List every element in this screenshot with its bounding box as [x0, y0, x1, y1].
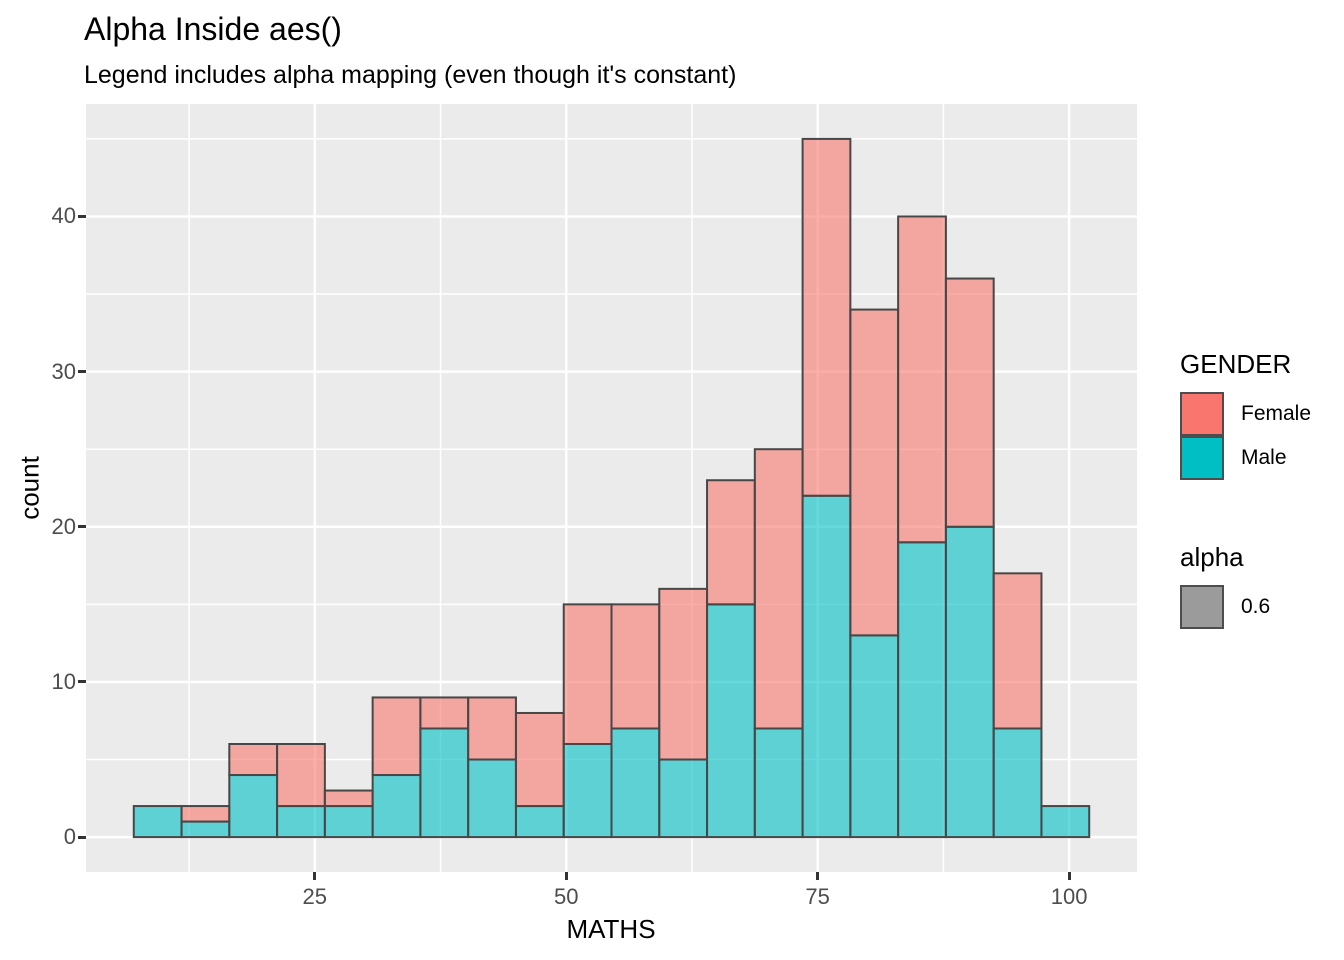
plot-subtitle: Legend includes alpha mapping (even thou…	[84, 61, 737, 89]
legend-alpha-title: alpha	[1180, 542, 1244, 572]
bar-female-segment	[276, 743, 326, 808]
x-axis-tick	[816, 872, 820, 880]
bar-male-segment	[753, 727, 804, 839]
bar-female-segment	[992, 572, 1043, 730]
y-axis-tick	[78, 525, 86, 529]
bar-female-segment	[514, 711, 565, 808]
alpha-swatch	[1180, 585, 1224, 629]
bar-male-segment	[658, 758, 709, 839]
y-axis-title: count	[14, 456, 45, 520]
x-axis-tick-label: 75	[805, 884, 830, 909]
bar-female-segment	[706, 479, 756, 606]
y-axis-tick-label: 40	[51, 203, 76, 229]
bar-male-segment	[514, 805, 565, 839]
bar-female-segment	[944, 277, 995, 528]
bar-male-segment	[706, 603, 756, 839]
legend-gender-title: GENDER	[1180, 349, 1292, 379]
bar-female-segment	[897, 215, 947, 544]
plot-panel	[86, 104, 1137, 872]
y-axis-tick-label: 0	[63, 824, 76, 850]
y-axis-tick-label: 20	[51, 513, 76, 539]
y-axis-tick	[78, 835, 86, 839]
legend-label-female: Female	[1241, 402, 1312, 425]
bar-female-segment	[753, 448, 804, 730]
bar-female-segment	[562, 603, 613, 746]
y-axis-tick	[78, 370, 86, 374]
legend-item-male: Male	[1180, 436, 1311, 480]
legend-label-alpha: 0.6	[1241, 595, 1271, 618]
bar-male-segment	[1040, 805, 1091, 839]
x-axis-title: MATHS	[566, 914, 656, 944]
legend-gender: Female Male	[1180, 392, 1311, 480]
bar-male-segment	[801, 494, 852, 839]
bar-female-segment	[371, 696, 422, 777]
x-axis-tick	[1067, 872, 1071, 880]
bar-female-segment	[467, 696, 517, 761]
bar-female-segment	[610, 603, 661, 730]
histogram-svg	[86, 104, 1137, 872]
x-axis-tick	[564, 872, 568, 880]
bar-female-segment	[849, 308, 900, 637]
bar-male-segment	[323, 805, 374, 839]
bar-male-segment	[897, 541, 947, 839]
bar-male-segment	[132, 805, 183, 839]
bar-male-segment	[228, 774, 279, 839]
bar-male-segment	[467, 758, 517, 839]
legend-item-alpha: 0.6	[1180, 585, 1270, 629]
bar-male-segment	[371, 774, 422, 839]
legend-alpha: 0.6	[1180, 585, 1270, 629]
female-swatch	[1180, 392, 1224, 436]
bar-female-segment	[801, 137, 852, 497]
bar-male-segment	[419, 727, 470, 839]
bar-female-segment	[323, 789, 374, 808]
x-axis-tick	[313, 872, 317, 880]
x-axis-tick-label: 100	[1050, 884, 1088, 909]
x-axis-tick-label: 25	[302, 884, 328, 909]
bar-male-segment	[180, 820, 231, 839]
bar-female-segment	[228, 743, 279, 777]
plot-title: Alpha Inside aes()	[84, 11, 342, 47]
bar-female-segment	[180, 805, 231, 823]
x-axis-tick-label: 50	[553, 884, 579, 909]
bar-male-segment	[562, 743, 613, 839]
y-axis-tick	[78, 214, 86, 218]
male-swatch	[1180, 436, 1224, 480]
y-axis-tick-label: 30	[51, 358, 76, 384]
bar-female-segment	[419, 696, 470, 730]
bar-male-segment	[610, 727, 661, 839]
bar-male-segment	[992, 727, 1043, 839]
legend-label-male: Male	[1241, 446, 1287, 469]
bar-female-segment	[658, 587, 709, 761]
legend-item-female: Female	[1180, 392, 1311, 436]
bar-male-segment	[944, 525, 995, 839]
bar-male-segment	[276, 805, 326, 839]
y-axis-tick	[78, 680, 86, 684]
bar-male-segment	[849, 634, 900, 839]
y-axis-tick-label: 10	[51, 668, 76, 694]
